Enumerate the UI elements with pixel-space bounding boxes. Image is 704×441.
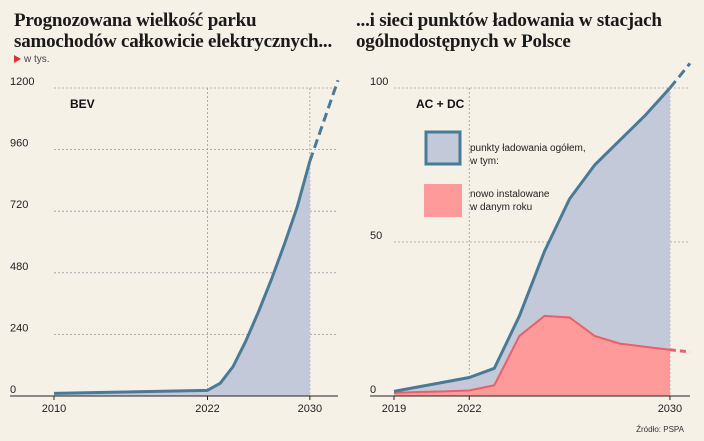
legend-label: punkty ładowania ogółem, w tym:	[469, 143, 586, 167]
c1-new-projection	[669, 348, 691, 354]
c0-total-area	[54, 161, 310, 396]
c1-y-tick-label: 50	[370, 230, 382, 242]
c0-x-tick-label: 2010	[42, 403, 66, 415]
legend-label-line: nowo instalowane	[470, 189, 550, 200]
c1-new-area	[394, 315, 670, 396]
c1-x-tick-label: 2019	[382, 403, 406, 415]
unit-note: w tys.	[14, 54, 50, 65]
c0-y-tick-label: 480	[10, 261, 28, 273]
legend-label-line: w tym:	[469, 156, 499, 167]
c1-projection	[668, 62, 692, 89]
c1-total-area	[394, 88, 670, 396]
c1-y-tick-label: 0	[370, 384, 376, 396]
c0-y-tick-label: 0	[10, 384, 16, 396]
c1-x-tick-label: 2022	[457, 403, 481, 415]
c0-y-tick-label: 240	[10, 322, 28, 334]
legend-total-swatch	[424, 130, 462, 166]
c1-y-tick-label: 100	[370, 76, 388, 88]
source-note: Źródło: PSPA	[636, 425, 684, 434]
c0-projection	[308, 79, 340, 162]
c1-new-line	[393, 314, 671, 394]
unit-note-text: w tys.	[24, 54, 50, 65]
c0-y-tick-label: 1200	[10, 76, 34, 88]
left-chart-title: Prognozowana wielkość parku samochodów c…	[14, 10, 332, 52]
c0-y-tick-label: 720	[10, 199, 28, 211]
c0-x-tick-label: 2022	[195, 403, 219, 415]
c1-panel-label: AC + DC	[416, 97, 465, 111]
red-triangle-icon	[14, 55, 21, 63]
legend-new-swatch	[424, 184, 462, 217]
legend-label-line: w danym roku	[469, 202, 532, 213]
c0-x-tick-label: 2030	[298, 403, 322, 415]
c0-y-tick-label: 960	[10, 138, 28, 150]
c1-total-line	[393, 86, 672, 393]
c0-total-line	[53, 160, 312, 395]
legend-label-line: punkty ładowania ogółem,	[470, 143, 586, 154]
legend-label: nowo instalowane w danym roku	[469, 189, 550, 213]
c0-panel-label: BEV	[70, 97, 95, 111]
c1-x-tick-label: 2030	[658, 403, 682, 415]
right-chart-title: ...i sieci punktów ładowania w stacjach …	[356, 10, 662, 52]
